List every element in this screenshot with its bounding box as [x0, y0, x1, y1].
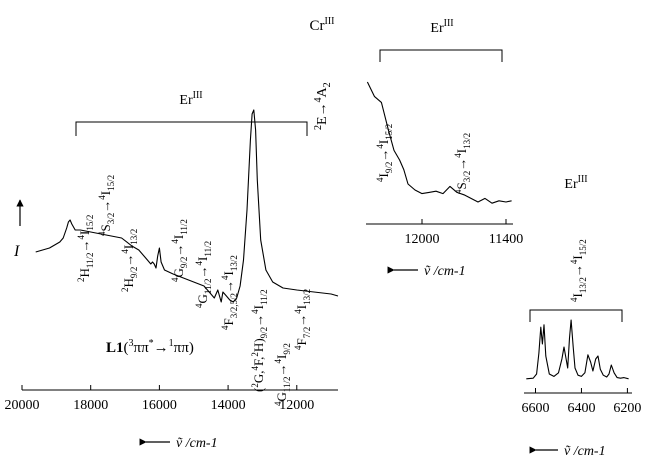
er-transition-5: 4G11/2→4I11/2: [194, 241, 213, 308]
inset-bottom-bracket: [529, 309, 623, 322]
inset-top-x-label: ṽ /cm-1: [387, 264, 466, 279]
main-x-ticks: 20000 18000 16000 14000 12000: [5, 385, 314, 413]
er-transition-4: 4G9/2→4I11/2: [170, 219, 189, 282]
x-tick-label: 12000: [279, 398, 314, 413]
main-spectrum-line: [35, 109, 339, 303]
inset-bottom-panel: 6600 6400 6200 ErIII 4I13/2→4I15/2 ṽ /cm-1: [521, 174, 641, 457]
er-transition-labels: 2H11/2→4I15/2 4S3/2→4I15/2 2H9/2→4I13/2 …: [76, 175, 312, 406]
inset-top-bracket: [379, 49, 503, 62]
x-tick-label: 6200: [613, 401, 641, 416]
inset-top-transition-2: 4S3/2→4I13/2: [453, 133, 472, 194]
er-transition-6: 4F3/2,5/2→4I13/2: [220, 255, 239, 330]
inset-top-x-ticks: 12000 11400: [405, 219, 523, 247]
main-panel: 20000 18000 16000 14000 12000 ṽ /cm-1 I ErII…: [5, 16, 339, 451]
x-tick-label: 20000: [5, 398, 40, 413]
main-x-label-text: ṽ /cm-1: [176, 436, 218, 451]
inset-top-transition-1: 4I9/2→4I15/2: [375, 124, 394, 182]
cr-label: CrIII: [310, 16, 335, 34]
er-transition-9: 4F7/2→4I13/2: [293, 289, 312, 350]
inset-bottom-x-label: ṽ /cm-1: [529, 444, 606, 457]
main-y-label: I: [13, 199, 24, 260]
inset-top-x-label-text: ṽ /cm-1: [424, 264, 466, 279]
inset-bottom-spectrum-line: [526, 319, 629, 380]
ligand-label: L1(3ππ*→1ππ): [106, 338, 194, 356]
er-transition-8: 4G11/2→4I9/2: [273, 343, 292, 406]
main-x-label: ṽ /cm-1: [139, 436, 218, 451]
inset-top-spectrum-line: [366, 81, 512, 204]
inset-bottom-x-label-text: ṽ /cm-1: [564, 444, 606, 457]
x-tick-label: 11400: [489, 232, 523, 247]
x-tick-label: 6600: [521, 401, 549, 416]
inset-bottom-x-ticks: 6600 6400 6200: [521, 388, 641, 416]
x-tick-label: 16000: [142, 398, 177, 413]
er-transition-3: 2H9/2→4I13/2: [120, 229, 139, 292]
main-y-label-text: I: [13, 243, 20, 260]
inset-top-panel: 12000 11400 ErIII 4I9/2→4I15/2 4S3/2→4I13…: [366, 18, 523, 279]
cr-transition-label: 2E→4A2: [313, 82, 333, 130]
er-transition-2: 4S3/2→4I15/2: [97, 175, 116, 236]
er-bracket: [75, 121, 308, 136]
er-label-main: ErIII: [179, 90, 202, 108]
x-tick-label: 18000: [73, 398, 108, 413]
er-label-inset-bottom: ErIII: [564, 174, 587, 192]
x-tick-label: 14000: [211, 398, 246, 413]
er-transition-7: (2G,4F,2H)9/2→4I11/2: [250, 289, 269, 392]
inset-bottom-transition: 4I13/2→4I15/2: [569, 239, 588, 302]
er-transition-1: 2H11/2→4I15/2: [76, 215, 95, 282]
x-tick-label: 12000: [405, 232, 440, 247]
x-tick-label: 6400: [567, 401, 595, 416]
er-label-inset-top: ErIII: [430, 18, 453, 36]
